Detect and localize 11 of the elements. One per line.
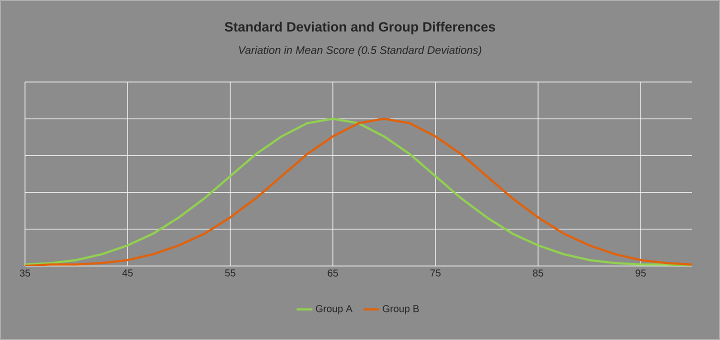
x-tick-label: 35 — [20, 270, 30, 277]
legend-label: Group A — [316, 305, 352, 314]
legend-label: Group B — [382, 305, 419, 314]
chart-title: Standard Deviation and Group Differences — [224, 22, 496, 34]
x-tick-label: 95 — [636, 270, 646, 277]
x-tick-label: 55 — [225, 270, 236, 276]
chart-subtitle: Variation in Mean Score (0.5 Standard Deviations) — [239, 46, 482, 56]
x-tick-label: 65 — [328, 270, 338, 277]
x-tick-label: 75 — [430, 270, 441, 276]
x-tick-label: 45 — [122, 270, 133, 276]
x-tick-label: 85 — [532, 270, 544, 277]
